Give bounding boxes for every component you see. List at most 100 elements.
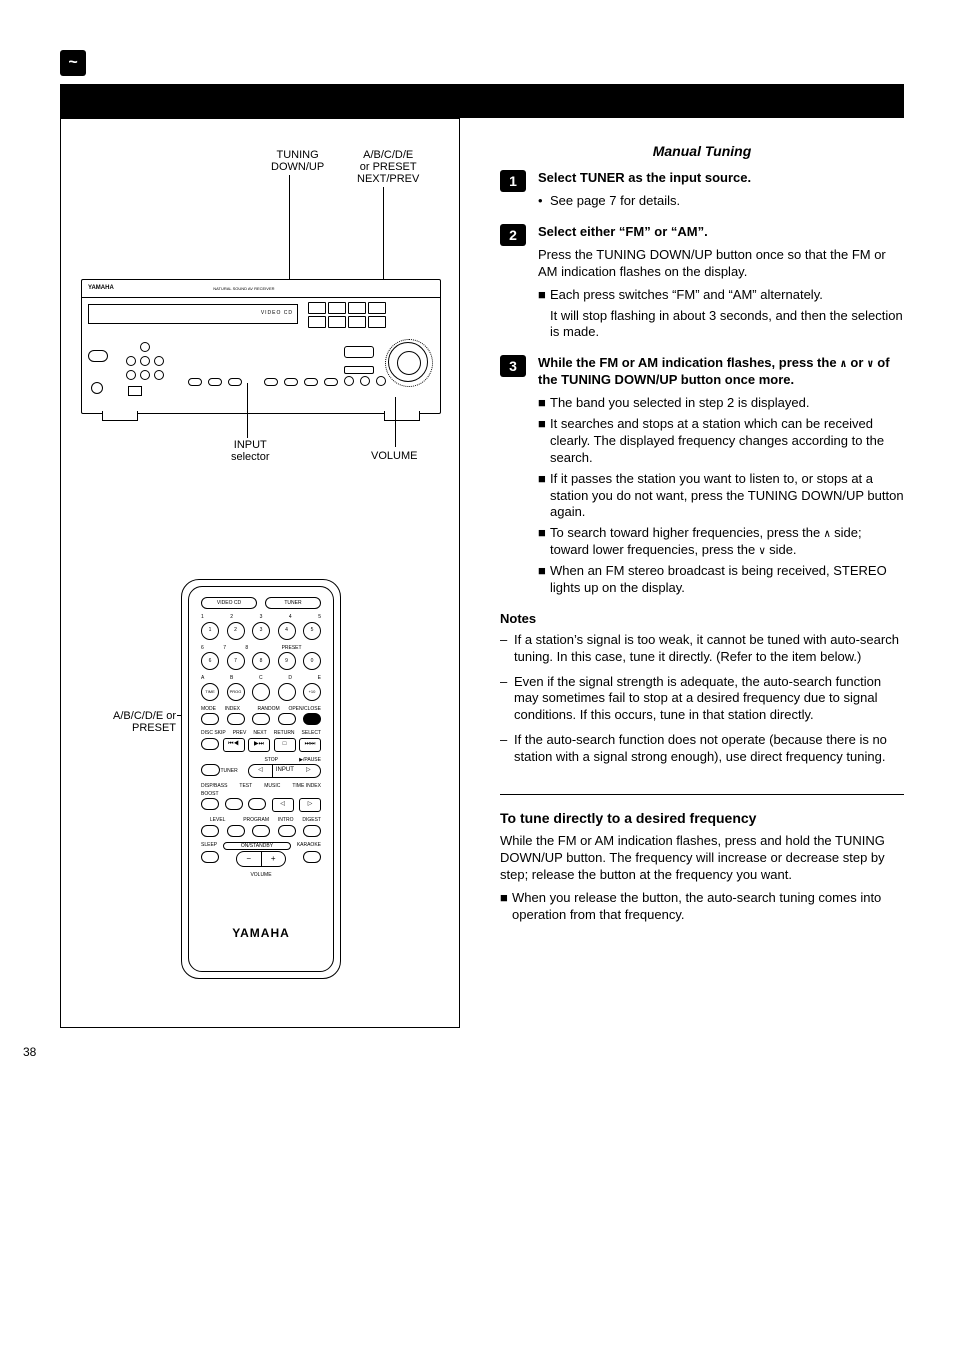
- remote-illustration: VIDEO CDTUNER 12345 1 2 3 4 5 678PRESET: [181, 579, 341, 979]
- chevron-up-icon: ∧: [840, 357, 847, 371]
- section-heading: Manual Tuning: [500, 142, 904, 160]
- page-number: 38: [23, 1045, 36, 1061]
- volume-area: [344, 334, 434, 396]
- step2-p1: Press the TUNING DOWN/UP button once so …: [538, 247, 904, 281]
- remote-num-5: 5: [303, 622, 321, 640]
- book-icon: ~: [60, 50, 86, 76]
- title-bar: [60, 84, 904, 118]
- remote-tab-tuner: TUNER: [265, 597, 321, 609]
- remote-brand: YAMAHA: [182, 926, 340, 942]
- step2-main: Select either “FM” or “AM”.: [538, 224, 904, 241]
- remote-random: [278, 713, 296, 725]
- chevron-up-icon: ∧: [824, 527, 831, 541]
- step3-main: While the FM or AM indication flashes, p…: [538, 355, 904, 389]
- step3-b4: To search toward higher frequencies, pre…: [550, 525, 904, 559]
- remote-karaoke: [303, 851, 321, 863]
- step2-b1: Each press switches “FM” and “AM” altern…: [550, 287, 823, 304]
- phones-jack: [91, 382, 103, 394]
- remote-num-1: 1: [201, 622, 219, 640]
- remote-num-4: 4: [278, 622, 296, 640]
- remote-mode: [201, 713, 219, 725]
- remote-index: [227, 713, 245, 725]
- remote-lvl-up: [227, 825, 245, 837]
- step3-b3: If it passes the station you want to lis…: [550, 471, 904, 522]
- step-num-2: 2: [500, 224, 526, 246]
- label-abcde-preset: A/B/C/D/E or PRESET: [101, 710, 176, 734]
- remote-btn: [252, 683, 270, 701]
- dpad: [118, 342, 174, 398]
- step-3: 3 While the FM or AM indication flashes,…: [500, 355, 904, 597]
- icon: [128, 386, 142, 396]
- remote-tab-videocd: VIDEO CD: [201, 597, 257, 609]
- remote-btn: [278, 683, 296, 701]
- remote-volume: −+: [236, 851, 286, 867]
- chevron-down-icon: ∨: [759, 544, 766, 558]
- remote-num-2: 2: [227, 622, 245, 640]
- standby-btn: [88, 350, 108, 362]
- leader-line: [247, 383, 248, 438]
- remote-bassboost: [201, 798, 219, 810]
- transport-buttons: [308, 302, 386, 330]
- note-3: If the auto-search function does not ope…: [514, 732, 904, 766]
- notes-list: –If a station’s signal is too weak, it c…: [500, 632, 904, 766]
- remote-test: [225, 798, 243, 810]
- remote-num-7: 7: [227, 652, 245, 670]
- step1-sub: See page 7 for details.: [550, 193, 680, 210]
- label-input-selector: INPUT selector: [231, 439, 270, 463]
- label-tuning: TUNING DOWN/UP: [271, 149, 324, 173]
- remote-program: [252, 825, 270, 837]
- remote-num-8: 8: [252, 652, 270, 670]
- chevron-down-icon: ∨: [867, 357, 874, 371]
- remote-lvl-dn: [201, 825, 219, 837]
- remote-right: ▷: [299, 798, 321, 812]
- two-column-layout: TUNING DOWN/UP A/B/C/D/E or PRESET NEXT/…: [60, 118, 904, 1028]
- step-1: 1 Select TUNER as the input source. •See…: [500, 170, 904, 210]
- note-2: Even if the signal strength is adequate,…: [514, 674, 904, 725]
- tip-heading: To tune directly to a desired frequency: [500, 809, 904, 827]
- receiver-model: NATURAL SOUND AV RECEIVER: [213, 286, 274, 291]
- receiver-illustration: YAMAHA NATURAL SOUND AV RECEIVER VIDEO C…: [81, 279, 441, 414]
- tip-bullet: When you release the button, the auto-se…: [512, 890, 904, 924]
- step-num-1: 1: [500, 170, 526, 192]
- remote-stop: □: [274, 738, 296, 752]
- remote-time: TIME: [201, 683, 219, 701]
- left-column: TUNING DOWN/UP A/B/C/D/E or PRESET NEXT/…: [60, 118, 460, 1028]
- step-2: 2 Select either “FM” or “AM”. Press the …: [500, 224, 904, 341]
- right-column: Manual Tuning 1 Select TUNER as the inpu…: [500, 118, 904, 1028]
- remote-sleep: [201, 851, 219, 863]
- step3-b1: The band you selected in step 2 is displ…: [550, 395, 809, 412]
- remote-next: ▶⏭: [248, 738, 270, 752]
- leader-line: [289, 175, 290, 283]
- step3-b5: When an FM stereo broadcast is being rec…: [550, 563, 904, 597]
- remote-num-3: 3: [252, 622, 270, 640]
- display-label: VIDEO CD: [261, 310, 293, 317]
- remote-open: [303, 713, 321, 725]
- step3-b2: It searches and stops at a station which…: [550, 416, 904, 467]
- center-buttons: [178, 334, 344, 396]
- divider: [500, 794, 904, 795]
- volume-knob: [388, 342, 428, 382]
- volume-label: VOLUME: [201, 872, 321, 879]
- remote-tuner: [201, 764, 220, 776]
- notes-heading: Notes: [500, 611, 904, 628]
- note-1: If a station’s signal is too weak, it ca…: [514, 632, 904, 666]
- step1-main: Select TUNER as the input source.: [538, 170, 904, 187]
- remote-prog: PROG: [227, 683, 245, 701]
- step-num-3: 3: [500, 355, 526, 377]
- remote-intro: [278, 825, 296, 837]
- remote-btn: [252, 713, 270, 725]
- label-preset: A/B/C/D/E or PRESET NEXT/PREV: [357, 149, 419, 185]
- leader-line: [395, 397, 396, 447]
- remote-digest: [303, 825, 321, 837]
- remote-num-6: 6: [201, 652, 219, 670]
- remote-music: [248, 798, 266, 810]
- leader-line: [383, 187, 384, 281]
- remote-num-0: 0: [303, 652, 321, 670]
- remote-left: ◁: [272, 798, 294, 812]
- remote-num-9: 9: [278, 652, 296, 670]
- receiver-display: VIDEO CD: [88, 304, 298, 324]
- remote-discskip: [201, 738, 219, 750]
- remote-input-rocker: ◁INPUT▷: [248, 764, 321, 778]
- label-volume: VOLUME: [371, 449, 417, 463]
- figure-box: TUNING DOWN/UP A/B/C/D/E or PRESET NEXT/…: [60, 118, 460, 1028]
